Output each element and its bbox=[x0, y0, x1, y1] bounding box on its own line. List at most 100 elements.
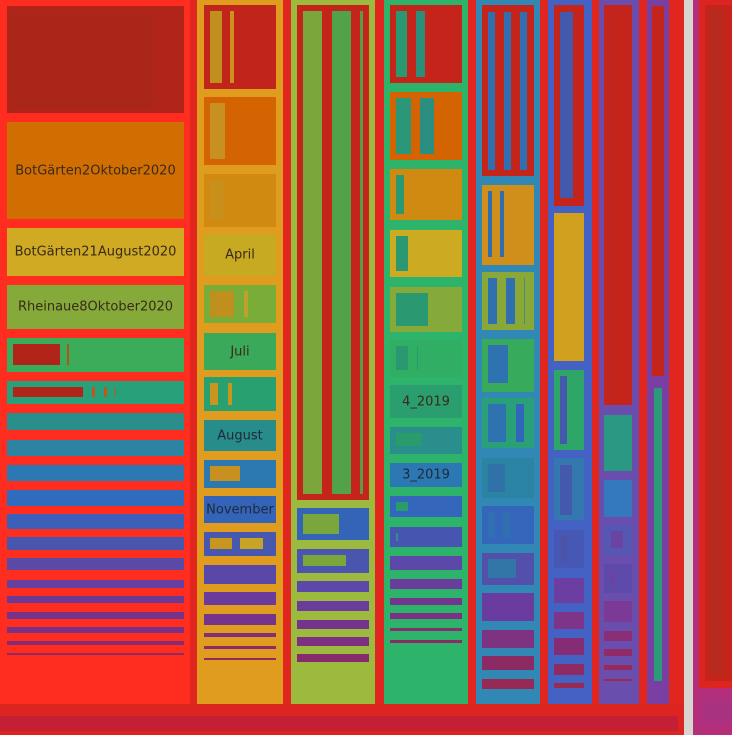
tile-row[interactable] bbox=[7, 612, 184, 619]
tile-juli[interactable]: Juli bbox=[204, 333, 276, 370]
tile-row[interactable] bbox=[7, 596, 184, 603]
tile-row[interactable] bbox=[554, 683, 584, 688]
tile-indigo[interactable] bbox=[390, 527, 462, 547]
treemap-column-5[interactable] bbox=[476, 0, 540, 704]
tile-row[interactable] bbox=[204, 658, 276, 660]
tile-row[interactable] bbox=[204, 646, 276, 649]
tile-olive[interactable] bbox=[390, 287, 462, 332]
tile-4-2019[interactable]: 4_2019 bbox=[390, 385, 462, 418]
tile-botgarten2[interactable]: BotGärten2Oktober2020 bbox=[7, 122, 184, 219]
treemap-column-4[interactable]: 4_2019 3_2019 bbox=[384, 0, 468, 704]
tile-red[interactable] bbox=[604, 5, 632, 405]
tile-row[interactable] bbox=[604, 665, 632, 670]
tile-gold[interactable] bbox=[554, 213, 584, 361]
tile-indigo[interactable] bbox=[604, 525, 632, 555]
tile-row[interactable] bbox=[390, 598, 462, 605]
tile-row[interactable] bbox=[204, 614, 276, 625]
tile-row[interactable] bbox=[482, 630, 534, 648]
tile-indigo[interactable] bbox=[297, 549, 369, 573]
tile-rheinaue8[interactable]: Rheinaue8Oktober2020 bbox=[7, 285, 184, 329]
tile-row[interactable] bbox=[604, 679, 632, 681]
tile-august[interactable]: August bbox=[204, 420, 276, 451]
tile-row[interactable] bbox=[204, 633, 276, 637]
tile-row[interactable] bbox=[297, 654, 369, 662]
tile-red[interactable] bbox=[652, 6, 664, 376]
tile-blue[interactable] bbox=[297, 508, 369, 540]
treemap-column-2[interactable]: April Juli August November bbox=[197, 0, 283, 704]
tile-steel[interactable] bbox=[554, 458, 584, 520]
tile-steel[interactable] bbox=[482, 458, 534, 498]
tile-row[interactable] bbox=[390, 579, 462, 589]
tile-row[interactable] bbox=[7, 537, 184, 550]
tile-teal[interactable] bbox=[390, 427, 462, 454]
tile-red[interactable] bbox=[554, 5, 584, 206]
tile-row[interactable] bbox=[7, 514, 184, 529]
tile-red[interactable] bbox=[297, 5, 369, 500]
tile-teal[interactable] bbox=[654, 388, 662, 681]
tile-blue[interactable] bbox=[604, 480, 632, 517]
tile-row[interactable] bbox=[297, 601, 369, 611]
tile-indigo[interactable] bbox=[482, 553, 534, 585]
treemap-column-8[interactable] bbox=[647, 0, 669, 704]
tile-row[interactable] bbox=[204, 592, 276, 605]
tile-red[interactable] bbox=[390, 5, 462, 83]
tile-teal[interactable] bbox=[204, 377, 276, 411]
tile-teal[interactable] bbox=[482, 398, 534, 448]
tile-row[interactable] bbox=[7, 641, 184, 645]
tile-row[interactable] bbox=[390, 556, 462, 570]
tile-red[interactable] bbox=[482, 5, 534, 176]
tile-row[interactable] bbox=[554, 612, 584, 629]
tile-april[interactable]: April bbox=[204, 234, 276, 276]
tile-row[interactable] bbox=[604, 631, 632, 641]
treemap-column-1[interactable]: BotGärten2Oktober2020 BotGärten21August2… bbox=[0, 0, 190, 704]
tile-row[interactable] bbox=[7, 465, 184, 481]
tile-row[interactable] bbox=[482, 679, 534, 689]
tile-blue[interactable] bbox=[482, 506, 534, 544]
tile-green[interactable] bbox=[7, 338, 184, 372]
tile-row[interactable] bbox=[7, 490, 184, 506]
tile-green[interactable] bbox=[482, 339, 534, 392]
tile-blue[interactable] bbox=[390, 496, 462, 517]
tile-violet[interactable] bbox=[604, 564, 632, 593]
tile-botgarten21[interactable]: BotGärten21August2020 bbox=[7, 228, 184, 276]
treemap-column-9[interactable] bbox=[693, 0, 732, 735]
tile-row[interactable] bbox=[297, 637, 369, 646]
tile-row[interactable] bbox=[554, 638, 584, 655]
tile-amber[interactable] bbox=[390, 169, 462, 220]
tile-indigo[interactable] bbox=[204, 532, 276, 556]
tile-row[interactable] bbox=[554, 664, 584, 675]
tile-amber[interactable] bbox=[204, 174, 276, 227]
tile-row[interactable] bbox=[482, 656, 534, 670]
tile-yellow[interactable] bbox=[390, 230, 462, 277]
tile-blue[interactable] bbox=[204, 460, 276, 488]
tile-green[interactable] bbox=[554, 370, 584, 450]
treemap-column-7[interactable] bbox=[599, 0, 639, 704]
tile-row[interactable] bbox=[7, 653, 184, 655]
treemap-column-6[interactable] bbox=[548, 0, 592, 704]
tile-teal[interactable] bbox=[604, 415, 632, 471]
tile-row[interactable] bbox=[7, 580, 184, 588]
tile-november[interactable]: November bbox=[204, 496, 276, 523]
tile-row[interactable] bbox=[297, 581, 369, 592]
tile-row[interactable] bbox=[7, 413, 184, 430]
tile-row[interactable] bbox=[7, 558, 184, 570]
tile-row[interactable] bbox=[390, 640, 462, 643]
vertical-divider-scrollbar[interactable] bbox=[684, 0, 693, 735]
treemap-column-3[interactable] bbox=[291, 0, 375, 704]
tile-row[interactable] bbox=[204, 565, 276, 584]
tile-row[interactable] bbox=[7, 627, 184, 633]
tile-blue[interactable] bbox=[554, 530, 584, 568]
treemap-bottom-band[interactable] bbox=[0, 704, 684, 735]
tile-row[interactable] bbox=[604, 601, 632, 622]
tile-3-2019[interactable]: 3_2019 bbox=[390, 463, 462, 487]
tile-row[interactable] bbox=[390, 613, 462, 619]
tile-row[interactable] bbox=[297, 620, 369, 629]
tile-dark-red[interactable] bbox=[7, 6, 184, 113]
tile-row[interactable] bbox=[390, 628, 462, 631]
tile-row[interactable] bbox=[554, 578, 584, 603]
tile-olive[interactable] bbox=[204, 285, 276, 323]
tile-orange[interactable] bbox=[390, 92, 462, 160]
tile-magenta[interactable] bbox=[699, 696, 732, 726]
tile-row[interactable] bbox=[482, 593, 534, 621]
tile-olive[interactable] bbox=[482, 272, 534, 330]
